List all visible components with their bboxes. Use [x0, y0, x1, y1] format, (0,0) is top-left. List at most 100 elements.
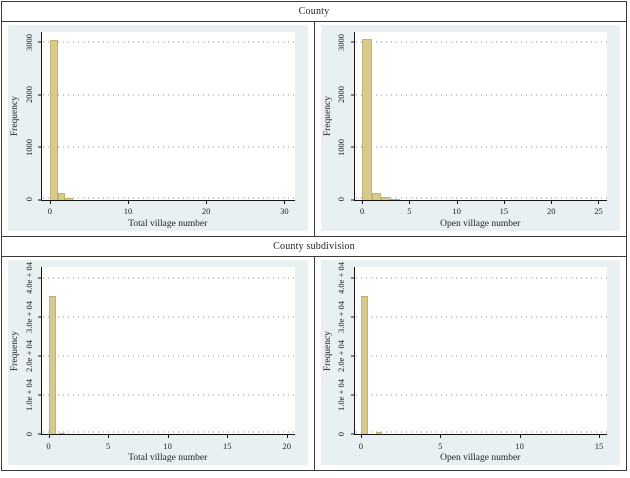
row-title-county-text: County	[298, 6, 330, 17]
plot-area: 0 1.0e + 04 2.0e + 04 3.0e + 04 4.0e + 04 0 5 1…	[336, 262, 607, 450]
y-tick-label-text: 1.0e + 04	[336, 379, 347, 412]
y-gridline	[43, 197, 295, 198]
y-gridline	[43, 277, 295, 279]
histogram-bar	[48, 295, 57, 434]
y-tick-label-text: 3.0e + 04	[23, 301, 34, 334]
y-tick-mark	[350, 146, 355, 148]
y-gridline	[355, 316, 607, 318]
y-tick-label-text: 1000	[336, 138, 347, 156]
x-tick-label-text: 20	[546, 206, 556, 216]
x-tick-label-text: 5	[407, 206, 412, 216]
x-tick-mark	[456, 199, 458, 204]
graph-area: 0 1000 2000 3000 0 5 10 15 20 25 Frequency Open vil…	[320, 25, 620, 231]
panel-county-total-village: 0 1000 2000 3000 0 10 20 30 Frequency Total villa…	[2, 22, 314, 236]
x-tick-label-text: 10	[515, 440, 524, 451]
y-gridline	[355, 355, 607, 357]
y-tick-mark	[350, 277, 355, 279]
x-axis-label: Open village number	[440, 218, 521, 229]
y-tick-label-text: 0	[23, 197, 34, 202]
y-tick-label-text: 4.0e + 04	[336, 262, 347, 295]
y-axis-label: Frequency	[9, 32, 21, 201]
y-tick-mark	[38, 316, 42, 318]
x-tick-mark	[503, 199, 505, 204]
x-tick-label-text: 0	[359, 206, 365, 216]
histogram-bar	[59, 433, 66, 434]
y-tick-label-text: 0	[23, 431, 34, 437]
y-tick-mark	[38, 394, 42, 396]
x-tick-mark	[286, 434, 288, 438]
y-tick-label-text: 2000	[23, 86, 34, 104]
y-gridline	[43, 316, 295, 318]
histogram-bar	[360, 295, 368, 434]
row-title-county-subdivision: County subdivision	[2, 235, 626, 257]
y-tick-mark	[350, 199, 355, 200]
y-tick-mark	[38, 199, 42, 200]
x-tick-mark	[49, 199, 51, 204]
y-gridline	[43, 146, 295, 148]
y-tick-label-text: 1000	[23, 138, 34, 156]
y-gridline	[355, 277, 607, 279]
graph-area: 0 1.0e + 04 2.0e + 04 3.0e + 04 4.0e + 04 0 5 1…	[8, 259, 308, 465]
x-tick-label-text: 0	[46, 440, 51, 451]
y-tick-mark	[38, 355, 42, 357]
panel-subdivision-open-village: 0 1.0e + 04 2.0e + 04 3.0e + 04 4.0e + 04 0 5 1…	[315, 257, 627, 471]
panel-county-open-village: 0 1000 2000 3000 0 5 10 15 20 25 Frequency Open vil…	[315, 22, 627, 236]
y-gridline	[355, 431, 607, 433]
y-gridline	[43, 394, 295, 396]
y-tick-label-text: 1.0e + 04	[23, 379, 34, 412]
y-tick-mark	[38, 94, 42, 96]
y-axis-label-text: Frequency	[322, 96, 333, 137]
x-tick-mark	[284, 199, 286, 204]
x-tick-mark	[440, 434, 442, 438]
row-county-subdivision: 0 1.0e + 04 2.0e + 04 3.0e + 04 4.0e + 04 0 5 1…	[2, 256, 627, 471]
x-tick-label-text: 10	[452, 206, 461, 216]
histogram-bar	[362, 38, 372, 200]
x-tick-mark	[599, 434, 601, 438]
histogram-bar	[65, 197, 74, 200]
y-axis-label-text: Frequency	[10, 330, 20, 371]
y-gridline	[355, 41, 607, 43]
x-tick-label-text: 10	[163, 440, 172, 451]
histogram-bar	[380, 197, 391, 200]
y-gridline	[43, 431, 295, 433]
y-tick-label-text: 3000	[336, 33, 347, 51]
y-tick-mark	[38, 433, 42, 435]
y-tick-label-text: 0	[336, 197, 347, 202]
histogram-bar	[371, 192, 381, 200]
y-tick-label-text: 0	[336, 431, 347, 437]
y-tick-mark	[38, 41, 42, 43]
x-tick-label-text: 0	[358, 440, 363, 451]
x-tick-label-text: 30	[280, 206, 289, 216]
x-tick-label-text: 20	[282, 440, 292, 451]
x-tick-label-text: 25	[594, 206, 603, 216]
x-tick-mark	[167, 434, 169, 438]
y-tick-label-text: 4.0e + 04	[23, 262, 34, 295]
y-gridline	[43, 355, 295, 357]
y-axis-label-text: Frequency	[10, 96, 20, 137]
x-tick-mark	[108, 434, 110, 438]
x-tick-mark	[409, 199, 411, 204]
y-axis-label: Frequency	[9, 267, 21, 436]
x-tick-label-text: 15	[222, 440, 232, 451]
y-gridline	[355, 146, 607, 148]
x-tick-label-text: 5	[438, 440, 443, 451]
plot-area: 0 1000 2000 3000 0 10 20 30	[24, 32, 295, 215]
y-gridline	[43, 94, 295, 96]
panel-subdivision-total-village: 0 1.0e + 04 2.0e + 04 3.0e + 04 4.0e + 04 0 5 1…	[2, 257, 314, 471]
x-tick-label-text: 5	[105, 440, 111, 451]
x-tick-label-text: 0	[47, 206, 52, 216]
x-tick-label-text: 15	[499, 206, 509, 216]
y-axis-label: Frequency	[322, 32, 334, 201]
x-tick-mark	[362, 199, 364, 204]
plot-area: 0 1.0e + 04 2.0e + 04 3.0e + 04 4.0e + 04 0 5 1…	[24, 262, 295, 450]
y-tick-label-text: 2.0e + 04	[23, 340, 34, 373]
x-tick-label-text: 10	[123, 206, 133, 216]
y-gridline	[355, 94, 607, 96]
x-tick-mark	[519, 434, 521, 438]
y-tick-label-text: 3000	[23, 33, 34, 51]
figure-frame: County 0 1000 2000 3000 0 10 20 30 Frequency Tota…	[1, 1, 627, 471]
histogram-bar	[390, 198, 400, 200]
x-tick-mark	[551, 199, 553, 204]
x-axis-label: Open village number	[440, 453, 521, 463]
row-county: 0 1000 2000 3000 0 10 20 30 Frequency Total villa…	[2, 22, 626, 236]
